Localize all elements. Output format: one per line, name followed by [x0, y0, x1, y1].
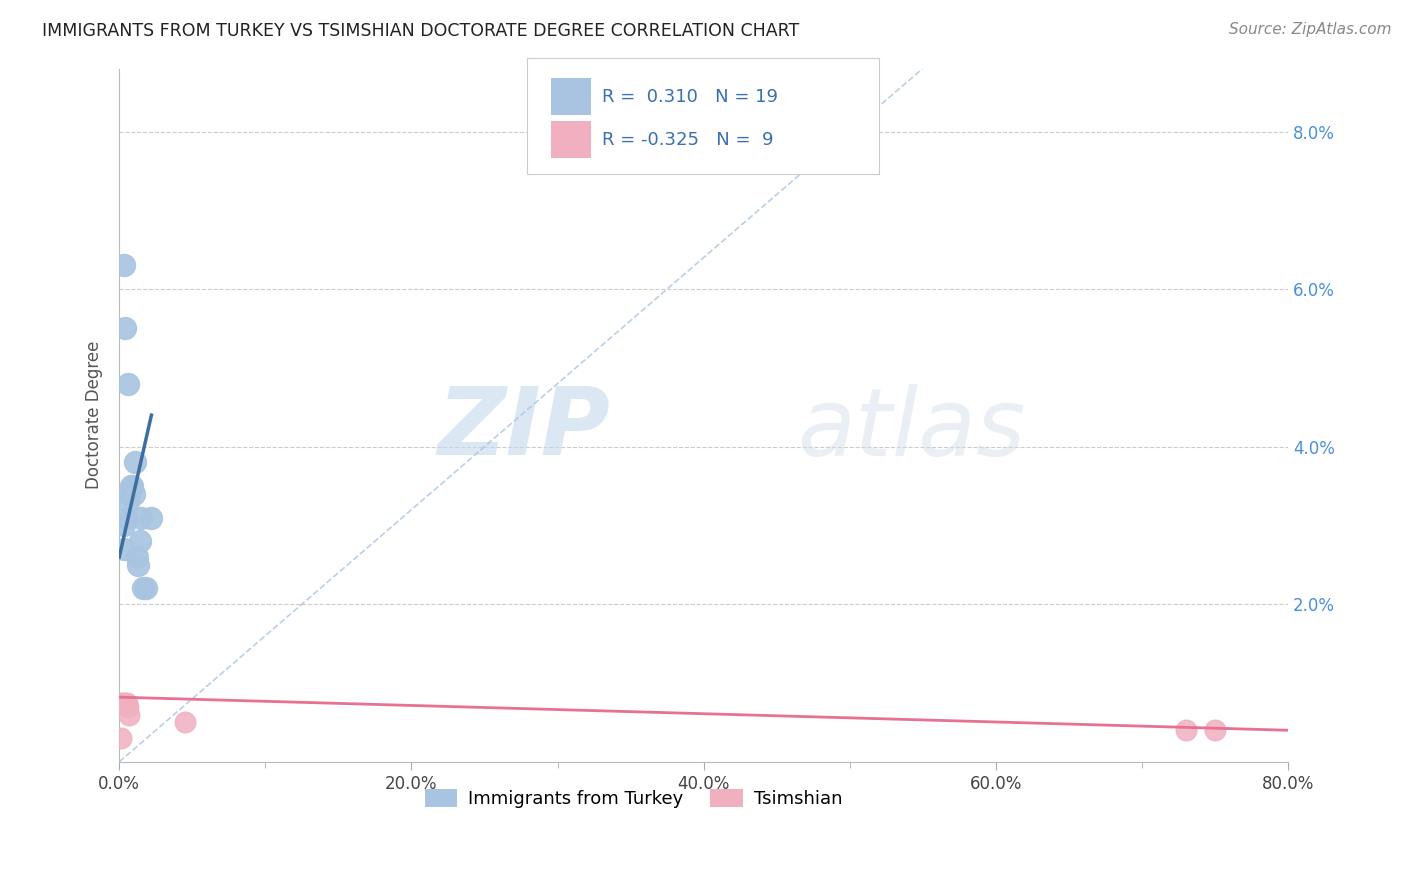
- Point: [115, 696, 138, 710]
- Point: [1174, 723, 1197, 738]
- Point: [121, 479, 143, 493]
- Point: [112, 259, 135, 273]
- Text: ZIP: ZIP: [437, 383, 610, 475]
- Point: [125, 549, 148, 564]
- Point: [110, 731, 132, 746]
- Point: [115, 510, 138, 524]
- Text: R =  0.310   N = 19: R = 0.310 N = 19: [602, 87, 778, 105]
- Point: [112, 696, 135, 710]
- Text: atlas: atlas: [797, 384, 1025, 475]
- Point: [118, 487, 141, 501]
- Point: [120, 479, 142, 493]
- Point: [135, 582, 157, 596]
- Text: R = -0.325   N =  9: R = -0.325 N = 9: [602, 130, 773, 148]
- Point: [174, 715, 197, 730]
- Point: [112, 518, 135, 533]
- Point: [114, 321, 136, 335]
- Legend: Immigrants from Turkey, Tsimshian: Immigrants from Turkey, Tsimshian: [418, 781, 849, 815]
- Point: [122, 487, 145, 501]
- Point: [117, 376, 139, 391]
- Point: [127, 558, 149, 572]
- Point: [112, 542, 135, 557]
- Point: [118, 707, 141, 722]
- Point: [110, 696, 132, 710]
- Y-axis label: Doctorate Degree: Doctorate Degree: [86, 341, 103, 490]
- Point: [124, 455, 146, 469]
- Point: [131, 582, 153, 596]
- Point: [128, 534, 150, 549]
- Point: [129, 510, 152, 524]
- Point: [117, 699, 139, 714]
- Point: [1204, 723, 1226, 738]
- Text: IMMIGRANTS FROM TURKEY VS TSIMSHIAN DOCTORATE DEGREE CORRELATION CHART: IMMIGRANTS FROM TURKEY VS TSIMSHIAN DOCT…: [42, 22, 800, 40]
- Text: Source: ZipAtlas.com: Source: ZipAtlas.com: [1229, 22, 1392, 37]
- Point: [141, 510, 163, 524]
- Point: [117, 495, 139, 509]
